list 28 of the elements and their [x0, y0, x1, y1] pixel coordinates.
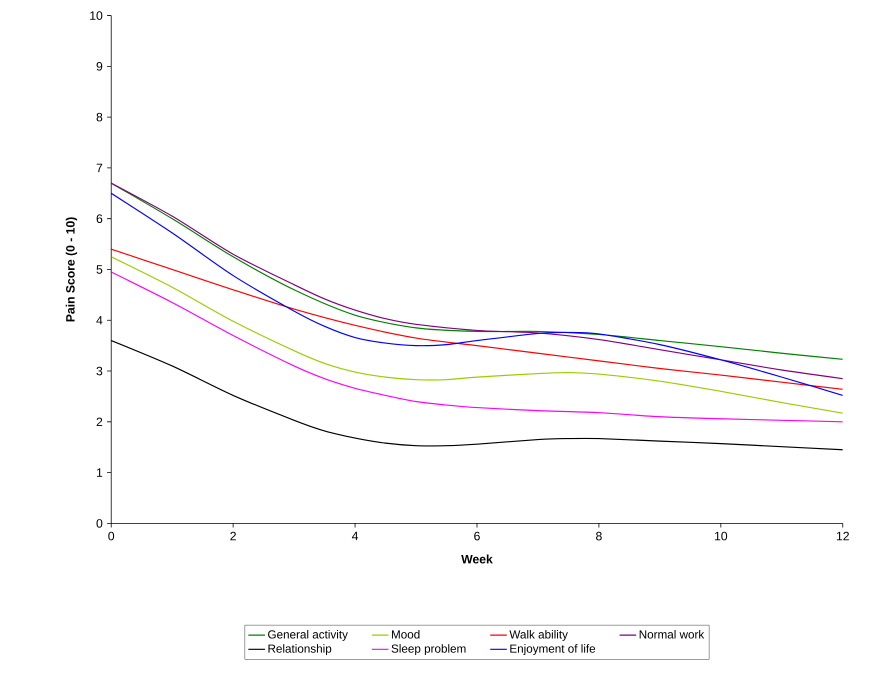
x-tick-label: 4 — [352, 532, 358, 540]
y-tick-label: 3 — [96, 366, 102, 376]
legend-label: Normal work — [640, 630, 704, 639]
legend-label: General activity — [268, 630, 348, 641]
x-tick-label: 0 — [108, 532, 114, 540]
legend-label: Mood — [392, 630, 420, 639]
x-tick-label: 2 — [230, 532, 236, 540]
y-tick-label: 10 — [90, 11, 102, 20]
y-tick-label: 2 — [96, 418, 102, 426]
y-tick-label: 6 — [96, 214, 102, 223]
y-axis-title: Pain Score (0 - 10) — [66, 217, 78, 322]
x-tick-label: 8 — [596, 532, 602, 540]
x-tick-label: 6 — [474, 532, 480, 540]
x-tick-label: 12 — [836, 532, 849, 540]
legend-label: Sleep problem — [392, 644, 466, 656]
y-tick-label: 5 — [96, 265, 102, 274]
y-tick-label: 8 — [96, 112, 102, 122]
line-series — [111, 248, 843, 390]
y-tick-label: 4 — [96, 316, 102, 324]
legend-label: Walk ability — [509, 630, 568, 641]
y-tick-label: 0 — [96, 519, 102, 528]
y-tick-label: 7 — [96, 164, 102, 172]
y-tick-label: 9 — [96, 62, 102, 71]
legend-label: Relationship — [268, 644, 332, 656]
y-tick-label: 1 — [96, 468, 102, 477]
x-axis-title: Week — [461, 554, 493, 564]
x-tick-label: 10 — [715, 532, 728, 540]
legend-label: Enjoyment of life — [510, 644, 596, 656]
